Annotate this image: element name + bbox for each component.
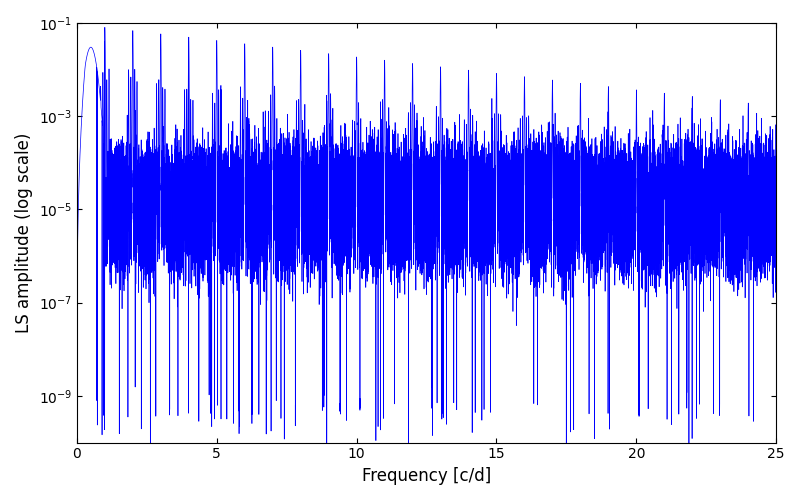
Y-axis label: LS amplitude (log scale): LS amplitude (log scale) bbox=[15, 132, 33, 333]
X-axis label: Frequency [c/d]: Frequency [c/d] bbox=[362, 467, 491, 485]
